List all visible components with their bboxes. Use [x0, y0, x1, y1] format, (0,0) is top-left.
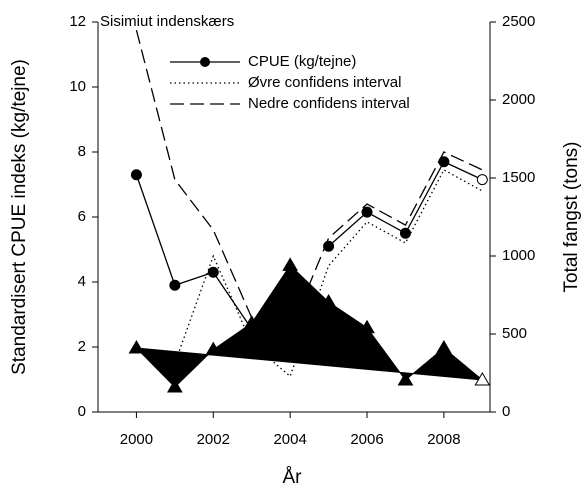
triangle-marker — [320, 294, 337, 308]
triangle-marker — [128, 340, 145, 354]
y-tick-label: 2 — [78, 338, 86, 355]
series-line — [135, 174, 253, 330]
y-tick-label: 0 — [78, 403, 86, 420]
x-tick-label: 2000 — [120, 431, 153, 448]
triangle-marker — [474, 372, 491, 386]
legend-label: CPUE (kg/tejne) — [248, 53, 356, 70]
y2-tick-label: 1000 — [502, 247, 535, 264]
triangle-marker — [359, 319, 375, 334]
x-tick-label: 2004 — [273, 431, 306, 448]
triangle-marker — [166, 379, 183, 393]
y-tick-label: 4 — [78, 273, 86, 290]
circle-marker — [361, 206, 373, 218]
circle-marker — [476, 174, 488, 186]
circle-marker — [207, 266, 219, 278]
x-axis-label: År — [283, 467, 303, 488]
x-tick-label: 2008 — [427, 431, 460, 448]
triangle-marker — [205, 341, 222, 356]
y2-tick-label: 1500 — [502, 169, 535, 186]
legend-marker — [200, 57, 210, 67]
circle-marker — [130, 169, 142, 181]
catch-area — [135, 264, 484, 388]
y2-tick-label: 500 — [502, 325, 527, 342]
circle-marker — [399, 227, 411, 239]
y2-axis-label: Total fangst (tons) — [561, 141, 582, 292]
y-tick-label: 8 — [78, 143, 86, 160]
y-tick-label: 10 — [69, 78, 86, 95]
y2-tick-label: 2500 — [502, 13, 535, 30]
annotation: Sisimiut indenskærs — [100, 13, 234, 30]
y-tick-label: 12 — [69, 13, 86, 30]
x-tick-label: 2002 — [197, 431, 230, 448]
circle-marker — [169, 279, 181, 291]
y2-tick-label: 0 — [502, 403, 510, 420]
y-tick-label: 6 — [78, 208, 86, 225]
y-axis-label: Standardisert CPUE indeks (kg/tejne) — [9, 59, 30, 375]
triangle-marker — [436, 340, 452, 354]
y2-tick-label: 2000 — [502, 91, 535, 108]
triangle-marker — [243, 315, 260, 329]
legend-label: Øvre confidens interval — [248, 74, 401, 91]
triangle-marker — [397, 372, 414, 386]
x-tick-label: 2006 — [350, 431, 383, 448]
legend-label: Nedre confidens interval — [248, 95, 410, 112]
triangle-marker — [282, 257, 299, 271]
